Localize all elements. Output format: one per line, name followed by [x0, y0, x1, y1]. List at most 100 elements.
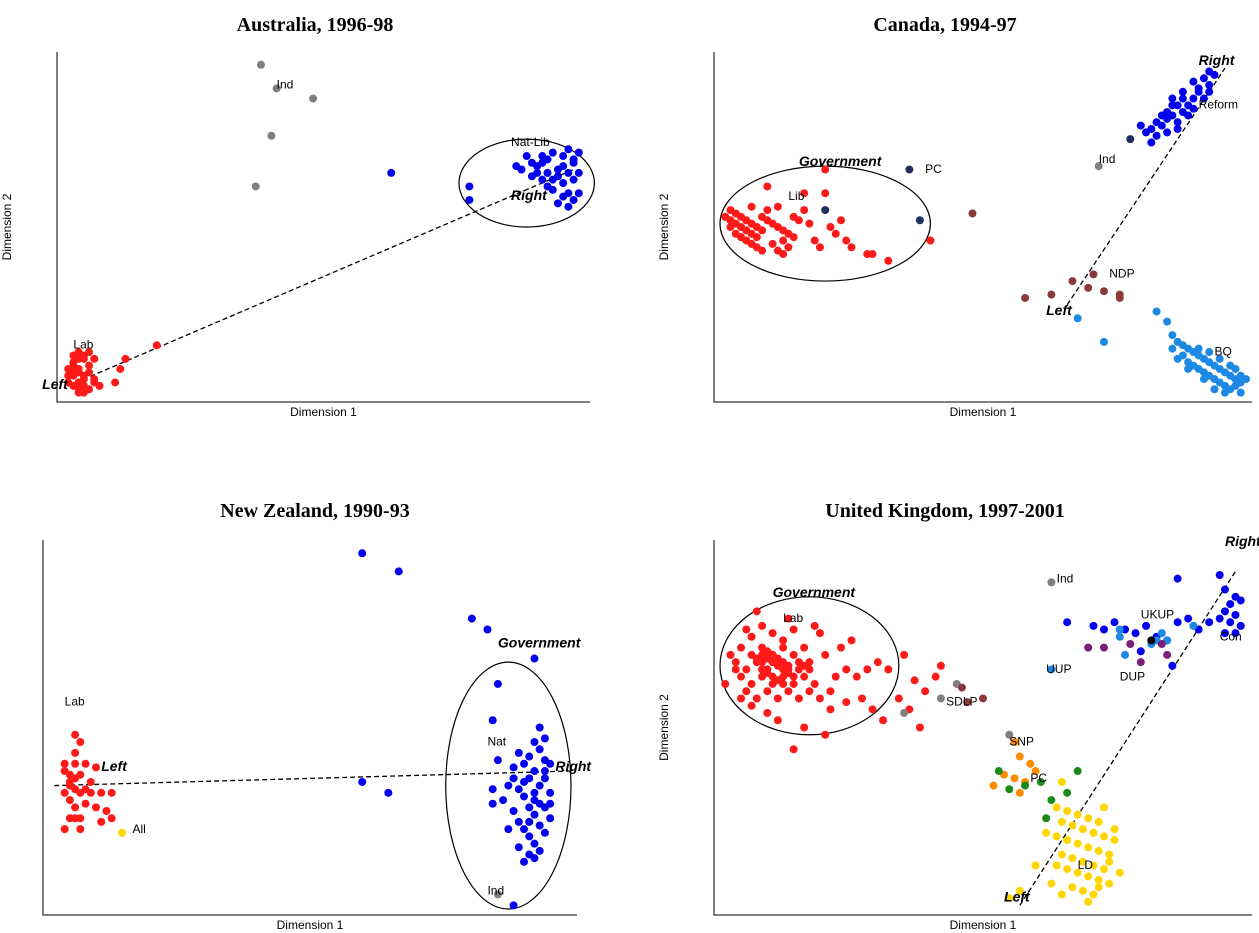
data-point — [1110, 836, 1119, 845]
data-point — [1184, 358, 1193, 367]
data-point — [884, 256, 893, 265]
data-point — [1163, 128, 1172, 137]
data-point — [868, 705, 877, 714]
x-axis-label: Dimension 1 — [290, 405, 357, 419]
data-point — [758, 658, 767, 667]
data-point — [546, 799, 555, 808]
data-point — [968, 209, 977, 218]
data-point — [1057, 890, 1066, 899]
data-point — [76, 770, 85, 779]
data-point — [1220, 629, 1229, 638]
data-point — [805, 687, 814, 696]
data-point — [1042, 814, 1051, 823]
data-point — [1168, 111, 1177, 120]
data-point — [1231, 592, 1240, 601]
data-point — [1168, 94, 1177, 103]
data-point — [1210, 385, 1219, 394]
party-label: Ind — [1057, 571, 1074, 585]
data-point — [1015, 788, 1024, 797]
data-point — [465, 195, 474, 204]
data-point — [309, 94, 318, 103]
data-point — [512, 162, 521, 171]
party-label: NDP — [1109, 267, 1134, 281]
data-point — [821, 165, 830, 174]
data-point — [1210, 70, 1219, 79]
data-point — [90, 375, 99, 384]
data-point — [1063, 618, 1072, 627]
group-ellipse — [458, 138, 596, 228]
data-point — [773, 654, 782, 663]
data-point — [737, 672, 746, 681]
data-point — [251, 182, 260, 191]
data-point — [76, 788, 85, 797]
data-point — [535, 846, 544, 855]
data-point — [731, 209, 740, 218]
data-point — [64, 364, 73, 373]
data-point — [905, 165, 914, 174]
y-axis-label: Dimension 2 — [657, 193, 671, 260]
data-point — [768, 679, 777, 688]
data-point — [1031, 861, 1040, 870]
data-point — [1189, 348, 1198, 357]
party-label: UUP — [1046, 662, 1071, 676]
data-point — [836, 216, 845, 225]
data-point — [831, 672, 840, 681]
data-point — [1136, 647, 1145, 656]
data-point — [836, 643, 845, 652]
data-point — [800, 672, 809, 681]
data-point — [1073, 868, 1082, 877]
data-point — [1094, 162, 1103, 171]
data-point — [535, 723, 544, 732]
data-point — [394, 567, 403, 576]
data-point — [1047, 879, 1056, 888]
data-point — [773, 202, 782, 211]
data-point — [1105, 857, 1114, 866]
data-point — [1057, 777, 1066, 786]
data-point — [1173, 337, 1182, 346]
data-point — [1073, 767, 1082, 776]
data-point — [779, 643, 788, 652]
data-point — [1157, 121, 1166, 130]
data-point — [1184, 614, 1193, 623]
data-point — [1215, 614, 1224, 623]
data-point — [520, 759, 529, 768]
axis-lines — [713, 52, 1252, 403]
data-point — [1231, 364, 1240, 373]
data-point — [1236, 371, 1245, 380]
data-point — [1147, 124, 1156, 133]
data-point — [1163, 650, 1172, 659]
data-point — [483, 625, 492, 634]
data-point — [1220, 607, 1229, 616]
data-point — [784, 661, 793, 670]
data-point — [1047, 290, 1056, 299]
data-point — [900, 708, 909, 717]
data-point — [800, 643, 809, 652]
data-point — [1010, 774, 1019, 783]
data-point — [1173, 124, 1182, 133]
data-point — [763, 665, 772, 674]
left-right-dimension-line — [54, 770, 572, 787]
data-point — [1157, 629, 1166, 638]
data-point — [535, 745, 544, 754]
data-point — [1126, 135, 1135, 144]
data-point — [514, 748, 523, 757]
data-point — [504, 825, 513, 834]
data-point — [1231, 610, 1240, 619]
data-point — [1199, 74, 1208, 83]
party-label: Lab — [73, 338, 93, 352]
direction-label: Right — [511, 187, 548, 203]
direction-label: Left — [1004, 889, 1031, 905]
data-point — [74, 348, 83, 357]
data-point — [957, 683, 966, 692]
party-label: Nat-Lib — [511, 135, 550, 149]
data-point — [1226, 618, 1235, 627]
data-point — [989, 781, 998, 790]
group-ellipse — [445, 661, 572, 910]
data-point — [768, 219, 777, 228]
data-point — [272, 84, 281, 93]
data-point — [1084, 897, 1093, 906]
data-point — [763, 654, 772, 663]
data-point — [548, 148, 557, 157]
data-point — [102, 806, 111, 815]
data-point — [758, 650, 767, 659]
